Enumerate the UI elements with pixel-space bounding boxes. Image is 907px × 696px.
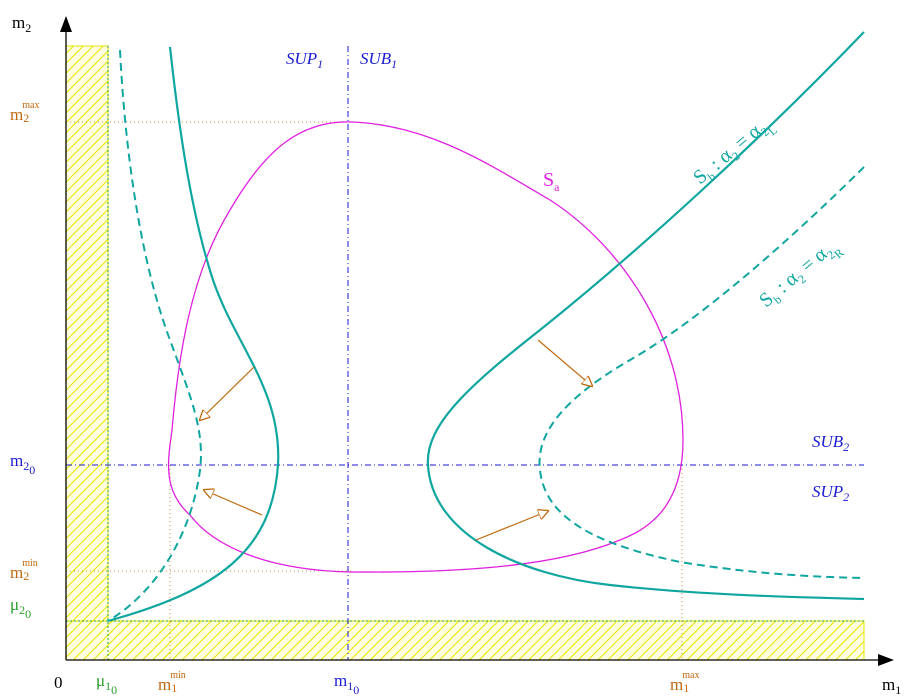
flow-arrow-3 <box>537 339 592 386</box>
flow-arrow-4 <box>475 511 548 541</box>
x-tick-mu10: μ10 <box>96 671 117 696</box>
sb-left-dashed-curve <box>107 49 202 622</box>
y-axis-label: m2 <box>12 13 31 35</box>
region-sup2-label: SUP2 <box>812 482 849 504</box>
y-axis-arrow <box>60 16 72 32</box>
y-tick-m20: m20 <box>10 451 35 477</box>
flow-arrow-1 <box>200 366 255 420</box>
sb-left-solid-curve <box>107 46 280 623</box>
hatched-region-left <box>65 45 109 661</box>
region-sup1-label: SUP1 <box>286 49 323 71</box>
sb-right-dashed-curve <box>538 166 865 579</box>
sa-curve <box>167 121 684 573</box>
flow-arrow-2 <box>204 490 263 516</box>
x-tick-m1min: m1min <box>158 670 186 695</box>
reference-lines <box>66 121 683 660</box>
sb-left-label: Sb : α2 = α2L <box>689 111 780 194</box>
region-sub2-label: SUB2 <box>812 432 849 454</box>
sb-right-solid-curve <box>426 31 865 601</box>
flow-arrows <box>200 339 592 541</box>
origin-label: 0 <box>54 673 63 692</box>
x-tick-m10: m10 <box>334 671 359 696</box>
sa-label: Sa <box>543 169 560 194</box>
y-tick-m2max: m2max <box>10 100 39 125</box>
x-tick-m1max: m1max <box>670 670 699 695</box>
x-axis-label: m1 <box>882 675 901 696</box>
x-axis-arrow <box>878 654 894 666</box>
region-sub1-label: SUB1 <box>360 49 397 71</box>
y-tick-m2min: m2min <box>10 558 38 583</box>
hatched-region-bottom <box>65 620 865 661</box>
sb-right-label: Sb : α2 = α2R <box>755 234 846 317</box>
y-tick-mu20: μ20 <box>10 595 31 621</box>
